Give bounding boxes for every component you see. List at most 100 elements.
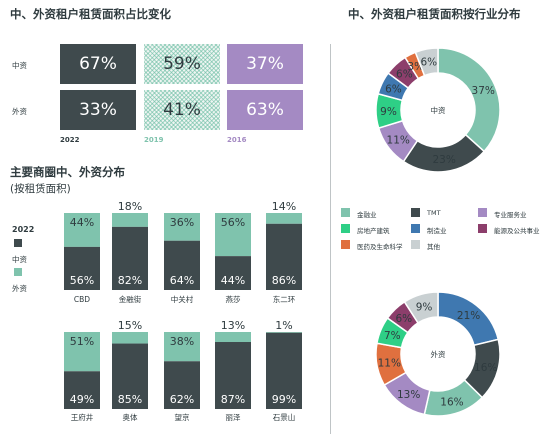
legend-swatch [341, 208, 350, 217]
legend-swatch [341, 224, 350, 233]
legend-label: 专业服务业 [494, 211, 527, 219]
chart-title-districts: 主要商圈中、外资分布 [10, 165, 125, 179]
bar-domestic [112, 226, 148, 290]
donut-slice-label: 6% [396, 313, 413, 325]
bar-label-domestic: 86% [272, 274, 296, 287]
bar-label-domestic: 44% [221, 274, 245, 287]
donut-slice-label: 6% [396, 69, 413, 81]
category-label: 王府井 [71, 412, 94, 422]
share-cell: 59% [144, 44, 220, 84]
bar-label-foreign: 56% [221, 216, 245, 229]
share-cell: 33% [60, 90, 136, 130]
donut-slice-label: 23% [432, 154, 455, 166]
legend-swatch [341, 240, 350, 249]
share-cell: 63% [227, 90, 303, 130]
bar-foreign [164, 332, 200, 362]
donut-slice-label: 11% [378, 358, 401, 370]
category-label: 奥体 [123, 412, 138, 422]
bar-label-foreign: 15% [118, 319, 142, 332]
bar-domestic [164, 240, 200, 290]
donut-slice [414, 47, 439, 77]
bar-foreign [266, 213, 302, 224]
donut-slice-label: 9% [416, 302, 433, 314]
category-label: 东二环 [273, 294, 296, 304]
bar-foreign [112, 213, 148, 227]
donut-slice-label: 9% [380, 106, 397, 118]
donut-slice-label: 11% [387, 134, 410, 146]
legend-swatch [411, 224, 420, 233]
legend-swatch [478, 224, 487, 233]
share-cell: 41% [144, 90, 220, 130]
bar-foreign [215, 332, 251, 343]
bar-foreign [112, 332, 148, 344]
chart-title-industry: 中、外资租户租赁面积按行业分布 [348, 7, 521, 21]
bar-label-foreign: 44% [70, 216, 94, 229]
category-label: 石景山 [273, 412, 296, 422]
bar-domestic [164, 361, 200, 409]
bar-label-domestic: 62% [170, 393, 194, 406]
legend-label: 医药及生命科学 [357, 243, 403, 251]
legend-label-foreign: 外资 [12, 284, 27, 293]
bar-label-foreign: 13% [221, 319, 245, 332]
bar-label-foreign: 1% [275, 319, 292, 332]
donut-slice-label: 7% [384, 330, 401, 342]
legend-label: TMT [427, 209, 441, 217]
year-label: 2019 [144, 136, 164, 144]
donut-slice [403, 291, 439, 324]
legend-swatch [411, 208, 420, 217]
bar-domestic [266, 332, 302, 409]
donut-center-label: 外资 [431, 349, 446, 359]
bar-foreign [64, 332, 100, 372]
bar-label-domestic: 99% [272, 393, 296, 406]
donut-slice-label: 21% [457, 310, 480, 322]
bar-label-domestic: 87% [221, 393, 245, 406]
donut-slice-label: 16% [474, 362, 497, 374]
bar-domestic [64, 371, 100, 409]
share-cell: 37% [227, 44, 303, 84]
legend-swatch [478, 208, 487, 217]
category-label: CBD [74, 295, 90, 304]
category-label: 燕莎 [226, 294, 241, 304]
category-label: 金融街 [119, 294, 142, 304]
district-stacked-bar-chart: 44% 56% CBD 18% 82% 金融街 36% 64% 中关村 56% 44% 燕莎 14% 86… [64, 200, 302, 422]
legend-swatch [411, 240, 420, 249]
legend-label-domestic: 中资 [12, 255, 27, 264]
donut-slice-label: 6% [385, 83, 402, 95]
row-label-foreign: 外资 [12, 107, 27, 116]
industry-donut-charts: 37%23%11%9%6%6%3%6%中资21%16%16%13%11%7%6%… [375, 47, 501, 417]
bar-label-domestic: 49% [70, 393, 94, 406]
section-divider [330, 44, 331, 434]
legend-label: 其他 [427, 243, 440, 251]
row-label-domestic: 中资 [12, 61, 27, 70]
category-label: 丽泽 [226, 413, 241, 422]
legend-year: 2022 [12, 225, 35, 234]
legend-label: 金融业 [357, 211, 377, 219]
bar-domestic [215, 342, 251, 409]
year-label: 2016 [227, 136, 247, 144]
legend-label: 房地产建筑 [357, 227, 390, 235]
share-cell: 67% [60, 44, 136, 84]
bar-domestic [64, 246, 100, 290]
category-label: 望京 [175, 412, 190, 422]
bar-label-foreign: 36% [170, 216, 194, 229]
bar-label-domestic: 64% [170, 274, 194, 287]
bar-label-foreign: 14% [272, 200, 296, 213]
bar-label-domestic: 56% [70, 274, 94, 287]
donut-slice-label: 13% [397, 389, 420, 401]
donut-slice-label: 16% [440, 396, 463, 408]
legend-label: 制造业 [427, 227, 447, 235]
category-label: 中关村 [171, 294, 194, 304]
year-label: 2022 [60, 136, 80, 144]
donut-slice-label: 6% [420, 56, 437, 68]
bar-foreign [266, 332, 302, 333]
bar-foreign [64, 213, 100, 247]
bar-domestic [112, 343, 148, 409]
chart-subtitle-districts: (按租赁面积) [10, 183, 71, 195]
bar-domestic [266, 223, 302, 290]
bar-label-domestic: 85% [118, 393, 142, 406]
legend-label: 能源及公共事业 [494, 227, 540, 235]
legend-swatch-domestic [14, 239, 22, 247]
bar-label-foreign: 38% [170, 335, 194, 348]
bar-label-domestic: 82% [118, 274, 142, 287]
bar-label-foreign: 51% [70, 335, 94, 348]
